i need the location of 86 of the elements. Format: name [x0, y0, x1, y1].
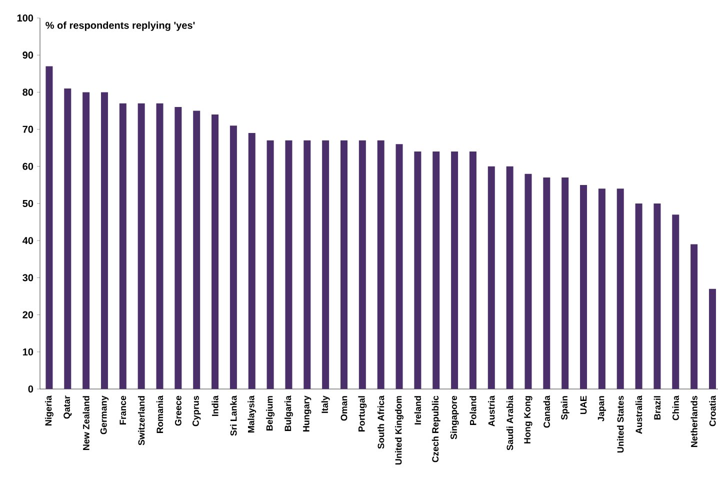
x-tick-label: Croatia [709, 395, 716, 426]
bar [377, 140, 384, 390]
bar [212, 114, 219, 390]
x-tick-label: India [212, 395, 218, 416]
bar [174, 107, 182, 390]
y-tick-label: 40 [22, 237, 34, 244]
bar [119, 103, 126, 390]
x-tick-label: UAE [580, 396, 587, 414]
x-tick-label: New Zealand [82, 396, 90, 450]
bar [358, 140, 366, 390]
bar [230, 126, 237, 390]
x-tick-label: Sri Lanka [230, 395, 237, 436]
y-tick-label: 0 [28, 385, 34, 393]
bar [432, 152, 440, 390]
bar [690, 244, 698, 390]
bar [193, 110, 200, 390]
x-tick-label: Belgium [266, 396, 275, 430]
bar [396, 144, 403, 390]
x-tick-label: United States [617, 396, 624, 453]
x-tick-label: Cyprus [192, 396, 201, 426]
bar [616, 188, 624, 390]
bar [562, 178, 569, 390]
bar [285, 140, 292, 390]
bar [451, 152, 458, 390]
x-tick-label: Malaysia [248, 395, 256, 432]
x-tick-label: Netherlands [690, 396, 698, 447]
x-tick-label: Oman [340, 396, 348, 421]
x-tick-label: Saudi Arabia [506, 395, 514, 450]
bar [672, 214, 680, 390]
bar [248, 133, 256, 390]
x-tick-label: Canada [543, 395, 550, 428]
bar [266, 140, 274, 390]
y-tick-label: 90 [22, 52, 34, 59]
bar [82, 92, 90, 390]
x-tick-label: China [672, 395, 679, 420]
x-tick-label: Hong Kong [524, 396, 532, 444]
x-tick-label: France [120, 396, 126, 424]
x-tick-label: South Africa [378, 395, 384, 449]
bar [46, 66, 53, 390]
bar [543, 178, 550, 390]
x-tick-label: Australia [635, 395, 642, 434]
bar [708, 288, 716, 390]
bar [64, 88, 72, 390]
bar [654, 204, 661, 390]
x-tick-label: Greece [174, 396, 182, 426]
x-tick-label: Portugal [358, 396, 367, 432]
bar [580, 184, 588, 390]
x-tick-label: Japan [598, 396, 606, 422]
bar [506, 166, 514, 390]
x-tick-label: Germany [100, 396, 109, 434]
x-tick-label: Italy [321, 396, 330, 413]
x-tick-label: Spain [560, 396, 570, 420]
x-tick-label: Czech Republic [432, 396, 440, 462]
x-tick-label: Qatar [64, 396, 72, 419]
y-tick-label: 80 [22, 88, 34, 96]
y-tick-label: 100 [17, 14, 34, 22]
y-tick-label: 10 [22, 348, 34, 356]
bar [414, 152, 422, 390]
x-tick-label: Bulgaria [284, 395, 293, 431]
x-tick-label: Nigeria [44, 395, 54, 426]
bar [488, 166, 495, 390]
x-tick-label: Hungary [303, 396, 312, 432]
y-tick-label: 20 [22, 311, 34, 318]
y-tick-label: 50 [22, 200, 34, 208]
x-tick-label: Poland [470, 396, 476, 425]
bar [469, 152, 476, 390]
x-tick-label: Austria [488, 395, 495, 426]
y-tick-label: 60 [22, 162, 34, 170]
bar [635, 204, 642, 390]
bar [598, 188, 606, 390]
bar [304, 140, 311, 390]
x-tick-label: Ireland [414, 396, 422, 424]
bar [138, 103, 145, 390]
x-tick-label: Switzerland [138, 396, 145, 446]
bar [156, 103, 164, 390]
x-tick-label: United Kingdom [395, 396, 404, 464]
y-tick-label: 70 [22, 126, 34, 133]
bar [340, 140, 348, 390]
bar [524, 174, 532, 390]
x-tick-label: Romania [156, 395, 164, 433]
bar [100, 92, 108, 390]
bar [322, 140, 330, 390]
x-tick-label: Brazil [654, 396, 661, 420]
x-tick-label: Singapore [450, 396, 459, 440]
y-axis-title: % of respondents replying 'yes' [46, 22, 195, 31]
y-tick-label: 30 [22, 274, 34, 282]
